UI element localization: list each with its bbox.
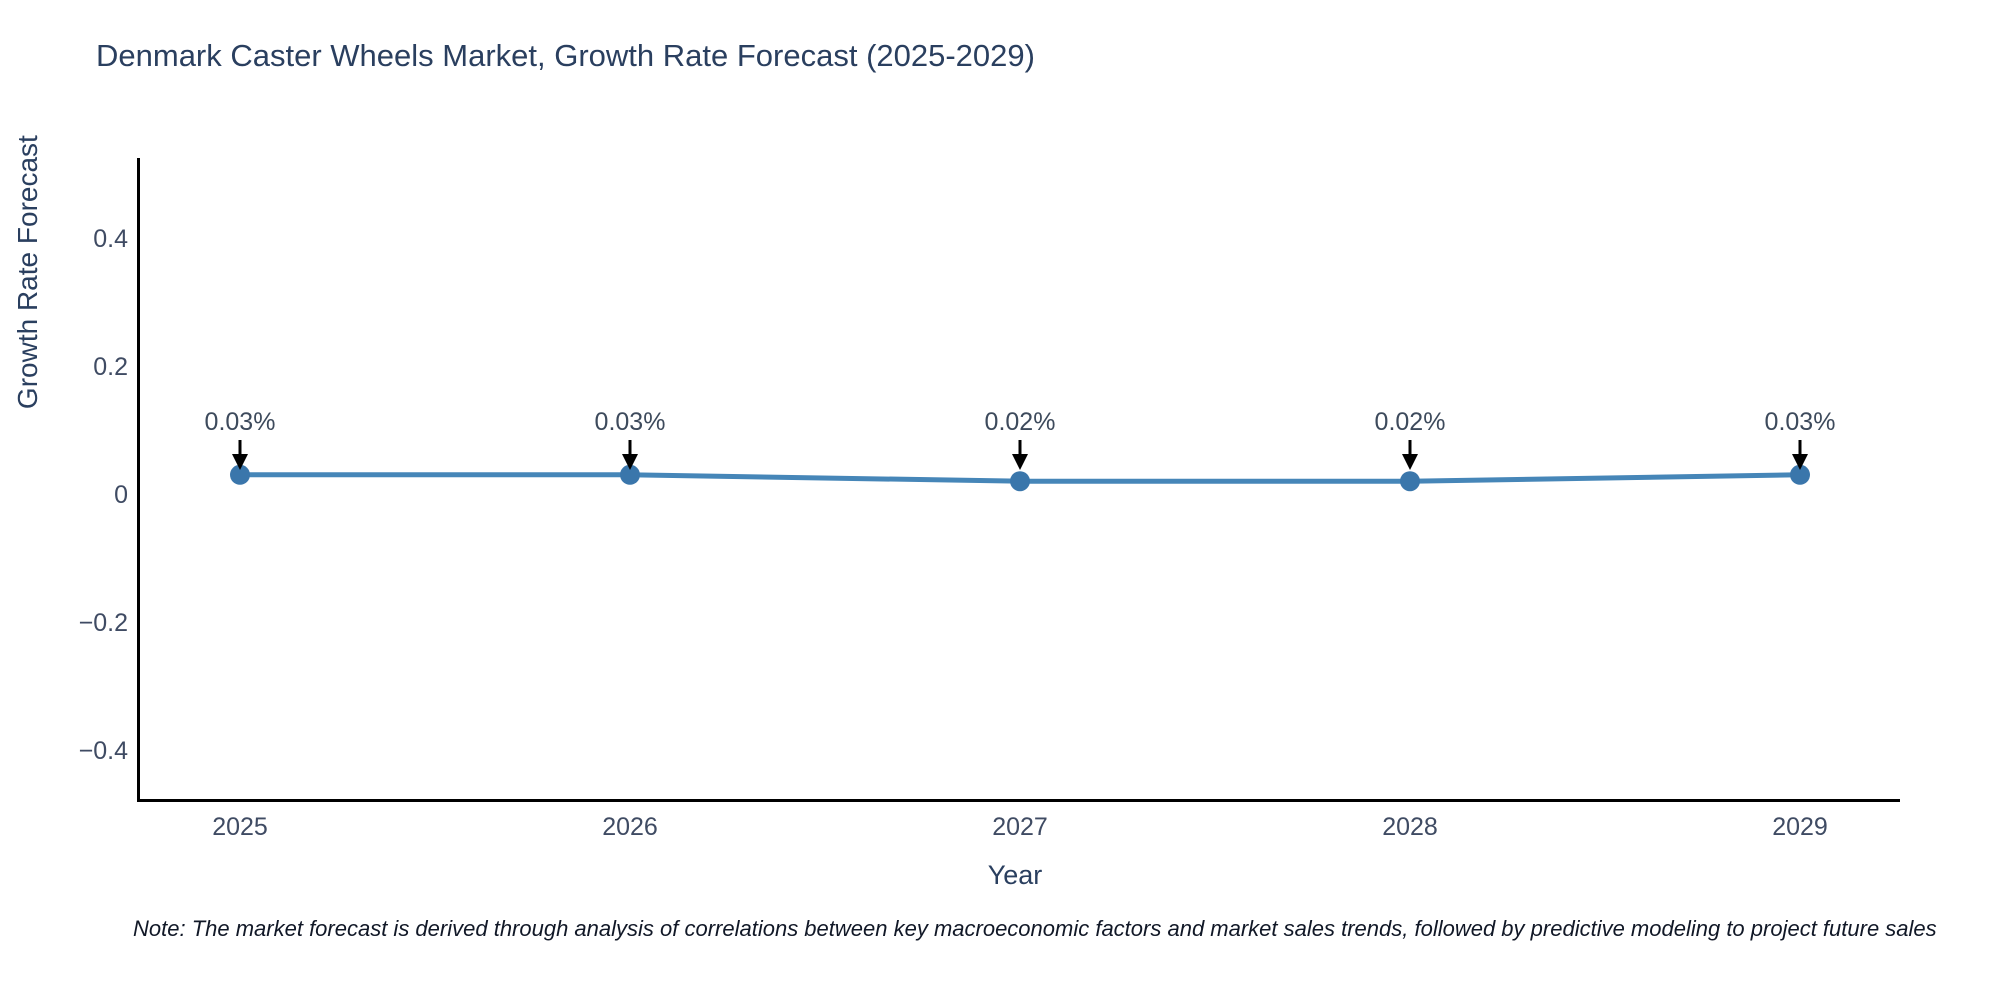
y-tick-label: 0 [114, 481, 128, 509]
y-tick-label: 0.4 [93, 225, 128, 253]
annotation-arrow-head [232, 454, 248, 470]
data-point-marker[interactable] [1790, 464, 1810, 485]
data-point-marker[interactable] [1010, 471, 1030, 492]
point-annotation-label: 0.02% [1375, 408, 1446, 436]
x-tick-label: 2028 [1382, 813, 1438, 841]
annotation-arrow-head [1402, 454, 1418, 470]
x-tick-label: 2029 [1772, 813, 1828, 841]
footnote-text: Note: The market forecast is derived thr… [133, 916, 1937, 941]
data-point-marker[interactable] [230, 464, 250, 485]
point-annotation-label: 0.03% [205, 408, 276, 436]
x-axis-line [137, 799, 1900, 802]
y-axis-line [137, 158, 140, 802]
y-tick-label: −0.4 [79, 737, 128, 765]
data-point-marker[interactable] [1400, 471, 1420, 492]
x-tick-label: 2026 [602, 813, 658, 841]
x-axis-title: Year [987, 860, 1043, 890]
y-axis-title: Growth Rate Forecast [12, 135, 43, 410]
chart-title: Denmark Caster Wheels Market, Growth Rat… [96, 38, 1035, 73]
annotation-arrow-head [1792, 454, 1808, 470]
data-point-marker[interactable] [620, 464, 640, 485]
point-annotation-label: 0.02% [985, 408, 1056, 436]
point-annotation-label: 0.03% [595, 408, 666, 436]
y-tick-label: −0.2 [79, 609, 128, 637]
y-tick-label: 0.2 [93, 353, 128, 381]
x-tick-label: 2025 [212, 813, 268, 841]
annotation-arrow-head [1012, 454, 1028, 470]
point-annotation-label: 0.03% [1765, 408, 1836, 436]
x-tick-label: 2027 [992, 813, 1048, 841]
annotation-arrow-head [622, 454, 638, 470]
